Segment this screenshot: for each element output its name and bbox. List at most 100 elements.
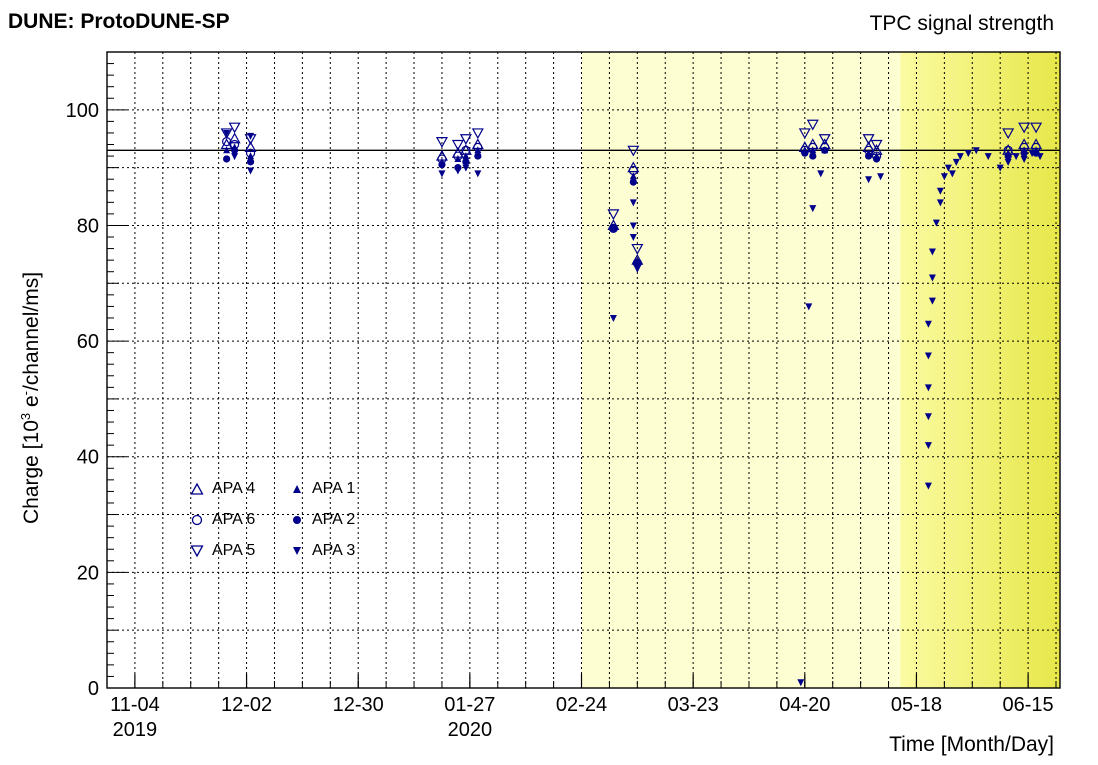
data-point xyxy=(1020,155,1028,163)
data-point xyxy=(924,320,932,328)
data-point xyxy=(924,482,932,490)
data-point xyxy=(798,128,811,140)
triangle-down-open-icon xyxy=(190,545,204,558)
experiment-title: DUNE: ProtoDUNE-SP xyxy=(8,10,230,33)
data-point xyxy=(972,147,980,155)
data-point xyxy=(231,153,239,161)
data-point xyxy=(462,158,470,166)
series-apa-5 xyxy=(220,119,1043,255)
data-point xyxy=(629,222,637,230)
data-point xyxy=(228,122,241,134)
data-point xyxy=(228,132,241,144)
x-tick-label: 01-27 xyxy=(444,694,495,716)
legend-label: APA 6 xyxy=(212,511,256,528)
data-point xyxy=(223,155,231,163)
data-point xyxy=(438,170,446,178)
data-point xyxy=(462,164,470,172)
data-point xyxy=(865,176,873,184)
data-point xyxy=(223,146,231,154)
data-point xyxy=(805,303,813,311)
data-point xyxy=(454,154,462,162)
data-point xyxy=(984,153,992,161)
y-tick-label: 40 xyxy=(77,447,99,469)
legend-label: APA 4 xyxy=(212,480,256,497)
data-point xyxy=(956,153,964,161)
data-point xyxy=(1028,150,1036,158)
data-point xyxy=(936,187,944,195)
data-point xyxy=(809,146,817,154)
data-point xyxy=(451,139,464,151)
data-point xyxy=(809,205,817,213)
triangle-down-filled-icon xyxy=(293,547,301,555)
data-point xyxy=(936,199,944,207)
data-point xyxy=(247,132,255,140)
data-point xyxy=(1036,153,1044,161)
data-point xyxy=(924,442,932,450)
plot-frame xyxy=(106,51,1061,689)
data-point xyxy=(872,155,881,163)
data-point xyxy=(629,199,637,207)
data-point xyxy=(1020,149,1028,157)
data-point xyxy=(459,134,472,145)
legend-label: APA 3 xyxy=(312,542,356,559)
y-tick-label: 80 xyxy=(77,215,99,237)
data-point xyxy=(1012,153,1020,161)
data-point xyxy=(471,128,484,140)
x-tick-label: 06-15 xyxy=(1003,694,1054,716)
y-tick-label: 20 xyxy=(77,562,99,584)
y-tick-label: 100 xyxy=(66,100,99,122)
data-point xyxy=(438,161,446,169)
data-point xyxy=(928,274,936,282)
y-axis-label: Charge [103 e-/channel/ms] xyxy=(18,271,43,525)
data-point xyxy=(797,679,805,687)
data-point xyxy=(801,149,809,157)
data-point xyxy=(223,129,231,137)
data-point xyxy=(924,384,932,392)
data-point xyxy=(924,413,932,421)
y-tick-label: 60 xyxy=(77,331,99,353)
data-point xyxy=(862,134,875,145)
data-point xyxy=(607,209,620,221)
data-point xyxy=(247,167,255,175)
data-point xyxy=(244,141,257,152)
data-point xyxy=(247,152,255,160)
data-point xyxy=(809,152,817,160)
data-point xyxy=(631,243,644,255)
data-point xyxy=(1002,128,1015,140)
shaded-region-1 xyxy=(581,52,901,688)
data-point xyxy=(928,248,936,256)
plot-title: TPC signal strength xyxy=(869,12,1054,35)
data-point xyxy=(818,134,831,145)
legend-label: APA 2 xyxy=(312,511,356,528)
x-tick-label: 11-04 xyxy=(110,694,160,716)
data-point xyxy=(629,234,637,242)
data-point xyxy=(952,158,960,166)
data-point xyxy=(474,146,482,154)
data-point xyxy=(633,265,641,273)
triangle-up-filled-icon xyxy=(293,485,301,493)
data-point xyxy=(633,259,641,267)
y-tick-label: 0 xyxy=(88,678,99,700)
x-tick-label: 02-24 xyxy=(556,694,607,716)
circle-open-icon xyxy=(191,514,203,526)
data-point xyxy=(609,224,618,232)
data-point xyxy=(220,128,233,140)
data-point xyxy=(1030,122,1043,134)
data-point xyxy=(948,170,956,178)
circle-filled-icon xyxy=(293,516,301,524)
legend-label: APA 5 xyxy=(212,542,256,559)
data-point xyxy=(940,173,948,181)
shaded-region-2 xyxy=(900,52,1060,688)
data-point xyxy=(964,150,972,158)
data-point xyxy=(627,145,640,157)
x-tick-label: 05-18 xyxy=(891,694,942,716)
data-point xyxy=(806,119,819,131)
data-point xyxy=(629,178,637,186)
x-tick-label: 12-02 xyxy=(221,694,272,716)
data-point xyxy=(817,170,825,178)
data-point xyxy=(865,152,873,160)
data-point xyxy=(474,152,482,160)
data-point xyxy=(944,164,952,172)
legend-label: APA 1 xyxy=(312,480,356,497)
